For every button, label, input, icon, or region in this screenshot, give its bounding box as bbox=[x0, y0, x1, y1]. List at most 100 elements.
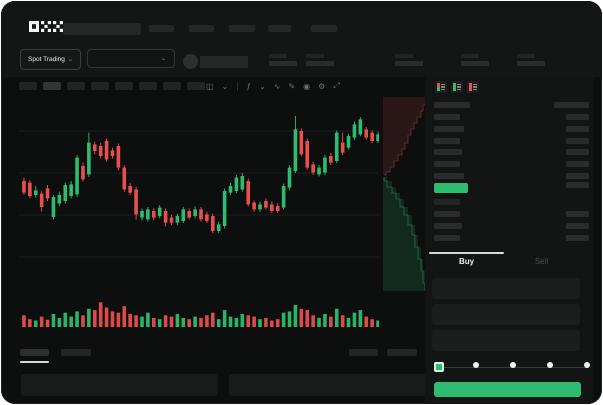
settings-icon[interactable]: ⚙ bbox=[318, 81, 326, 91]
app-header: Spot Trading ⌄ ⌄ bbox=[1, 1, 602, 77]
interval-button-3[interactable] bbox=[67, 82, 85, 90]
orderbook-price-bar bbox=[434, 235, 460, 241]
orderbook-header-row[interactable] bbox=[425, 102, 593, 110]
bottom-tab-active-indicator bbox=[20, 361, 49, 363]
buy-submit-button[interactable] bbox=[434, 382, 581, 397]
orderbook-bid-row[interactable] bbox=[425, 223, 593, 231]
nav-item-3[interactable] bbox=[229, 25, 255, 32]
orderbook-price-bar bbox=[434, 211, 460, 217]
chevron-down-icon[interactable]: ⌄ bbox=[221, 81, 229, 91]
candlestick-chart[interactable] bbox=[19, 101, 379, 297]
slider-stop-dot[interactable] bbox=[510, 361, 516, 368]
slider-stop-dot[interactable] bbox=[473, 361, 479, 368]
interval-button-1[interactable] bbox=[19, 82, 37, 90]
market-selector-dropdown[interactable]: Spot Trading ⌄ bbox=[20, 49, 81, 70]
interval-button-6[interactable] bbox=[139, 82, 157, 90]
interval-button-8[interactable] bbox=[187, 82, 205, 90]
orderbook-ask-row[interactable] bbox=[425, 126, 593, 134]
chevron-down-icon[interactable]: ⌄ bbox=[259, 81, 266, 91]
slider-stop-dot[interactable] bbox=[547, 361, 553, 368]
last-price-highlight[interactable] bbox=[434, 183, 468, 193]
ticker-stat-1 bbox=[269, 54, 297, 66]
market-selector-label: Spot Trading bbox=[28, 56, 65, 63]
orderbook-price-bar bbox=[434, 223, 462, 229]
camera-icon[interactable]: ◉ bbox=[303, 81, 311, 91]
tab-buy[interactable]: Buy bbox=[458, 257, 475, 266]
ticker-stat-2 bbox=[306, 54, 334, 66]
indicators-icon[interactable]: ƒ bbox=[246, 81, 252, 91]
orderbook-ask-row[interactable] bbox=[425, 173, 593, 181]
pair-selector-dropdown[interactable]: ⌄ bbox=[87, 49, 175, 68]
orderbook-amount-bar bbox=[554, 102, 589, 108]
orderbook-price-bar bbox=[434, 173, 464, 179]
orderbook-amount-bar bbox=[566, 138, 589, 144]
orderbook-amount-bar bbox=[566, 126, 589, 132]
book-view-both-icon[interactable] bbox=[435, 81, 447, 93]
chevron-down-icon: ⌄ bbox=[160, 55, 166, 62]
orderbook-amount-bar bbox=[566, 182, 589, 188]
nav-item-5[interactable] bbox=[311, 25, 337, 32]
chart-tools: ◫ ⌄ | ƒ ⌄ ∿ ✎ ◉ ⚙ ⤢ bbox=[206, 80, 340, 92]
orderbook-amount-bar bbox=[566, 223, 589, 229]
amount-slider-handle[interactable] bbox=[434, 362, 444, 372]
orderbook-price-bar bbox=[434, 161, 460, 167]
ticker-stat-label bbox=[395, 54, 413, 58]
okx-logo bbox=[29, 21, 63, 32]
bottom-tab-1[interactable] bbox=[20, 349, 49, 356]
trade-input-field-1[interactable] bbox=[432, 278, 580, 299]
bottom-panel-right bbox=[229, 374, 428, 396]
interval-button-7[interactable] bbox=[163, 82, 181, 90]
ticker-stat-label bbox=[461, 54, 479, 58]
trade-input-field-3[interactable] bbox=[432, 330, 580, 351]
trade-input-field-2[interactable] bbox=[432, 304, 580, 325]
orderbook-bid-row[interactable] bbox=[425, 211, 593, 219]
orderbook-price-bar bbox=[434, 126, 464, 132]
interval-button-2[interactable] bbox=[43, 82, 61, 90]
bottom-tab-2[interactable] bbox=[61, 349, 91, 356]
nav-item-2[interactable] bbox=[189, 25, 214, 32]
nav-item-1[interactable] bbox=[149, 25, 174, 32]
nav-item-4[interactable] bbox=[268, 25, 291, 32]
orderbook-ask-row[interactable] bbox=[425, 114, 593, 122]
orderbook-panel: Buy Sell bbox=[425, 77, 593, 404]
ticker-stat-value bbox=[395, 61, 423, 66]
depth-chart bbox=[383, 97, 427, 291]
orderbook-price-bar bbox=[434, 138, 460, 144]
interval-button-5[interactable] bbox=[115, 82, 133, 90]
tab-sell[interactable]: Sell bbox=[534, 257, 549, 266]
header-action-button[interactable] bbox=[200, 56, 248, 68]
bottom-tab-right-1[interactable] bbox=[349, 349, 378, 356]
search-input[interactable] bbox=[63, 23, 141, 35]
ticker-stat-label bbox=[306, 54, 324, 58]
ticker-stat-value bbox=[269, 61, 297, 66]
draw-icon[interactable]: ✎ bbox=[288, 81, 296, 91]
orderbook-ask-row[interactable] bbox=[425, 149, 593, 157]
orderbook-price-bar bbox=[434, 199, 460, 205]
toolbar-divider: | bbox=[236, 81, 239, 91]
orderbook-ask-row[interactable] bbox=[425, 138, 593, 146]
chart-type-icon[interactable]: ◫ bbox=[206, 81, 214, 91]
orderbook-amount-bar bbox=[566, 235, 589, 241]
book-view-asks-icon[interactable] bbox=[467, 81, 479, 93]
orderbook-price-bar bbox=[434, 114, 460, 120]
interval-button-4[interactable] bbox=[91, 82, 109, 90]
slider-stop-dot[interactable] bbox=[584, 361, 590, 368]
book-view-bids-icon[interactable] bbox=[451, 81, 463, 93]
amount-slider-track[interactable] bbox=[439, 367, 587, 368]
orderbook-bid-row[interactable] bbox=[425, 235, 593, 243]
compare-icon[interactable]: ∿ bbox=[273, 81, 281, 91]
fullscreen-icon[interactable]: ⤢ bbox=[333, 81, 340, 90]
orderbook-amount-bar bbox=[566, 114, 589, 120]
ticker-stat-label bbox=[269, 54, 287, 58]
ticker-stat-value bbox=[306, 61, 334, 66]
ticker-stat-label bbox=[517, 54, 535, 58]
orderbook-ask-row[interactable] bbox=[425, 161, 593, 169]
orderbook-mid-row[interactable] bbox=[425, 182, 593, 190]
orderbook-amount-bar bbox=[566, 211, 589, 217]
bottom-tab-right-2[interactable] bbox=[387, 349, 417, 356]
buy-tab-active-indicator bbox=[429, 252, 504, 254]
orderbook-bid-row[interactable] bbox=[425, 199, 593, 207]
account-avatar[interactable] bbox=[183, 54, 198, 69]
chevron-down-icon: ⌄ bbox=[67, 56, 73, 63]
